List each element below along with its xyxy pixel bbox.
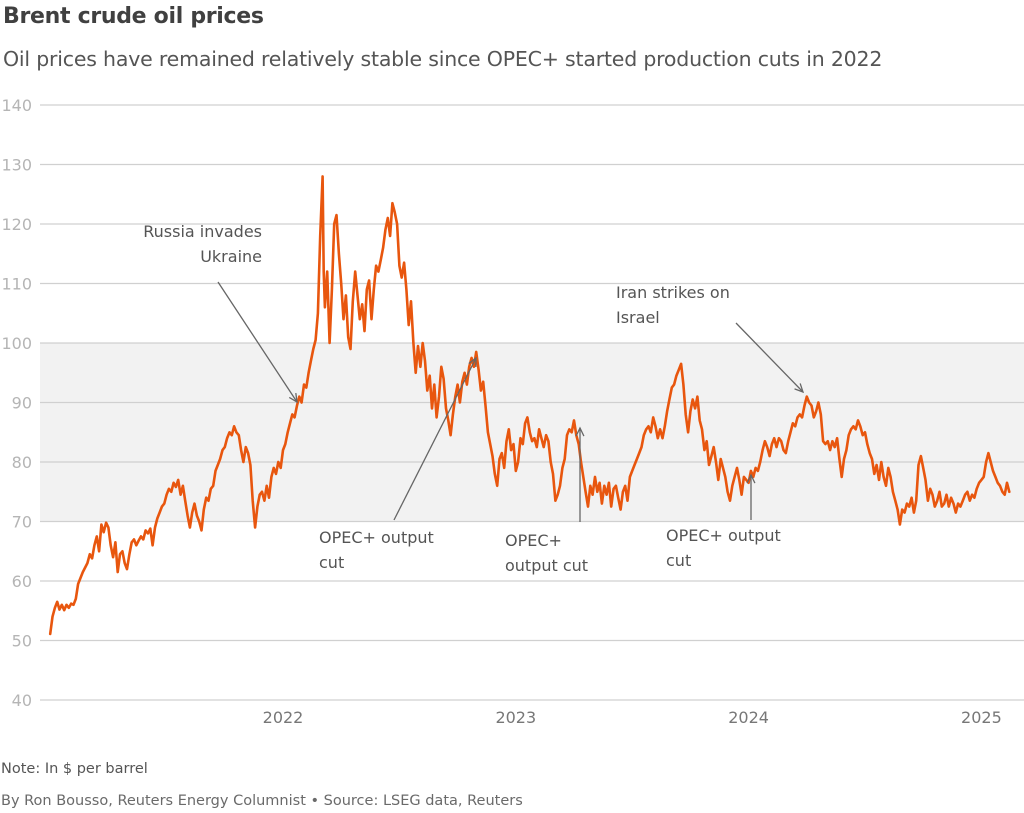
annotation-label-line: OPEC+ — [505, 531, 562, 550]
annotation-label: OPEC+ output cut — [505, 531, 588, 575]
annotation-label-line: Russia invades — [143, 222, 262, 241]
annotation-arrow-line — [393, 357, 477, 521]
y-tick-label: 70 — [12, 513, 32, 532]
annotation-label-line: Israel — [616, 308, 660, 327]
annotation-0: Russia invades Ukraine — [143, 222, 298, 404]
annotation-arrow-line — [735, 322, 804, 393]
y-tick-label: 110 — [1, 275, 32, 294]
annotation-label-line: OPEC+ output — [319, 528, 434, 547]
annotation-label-line: output cut — [505, 556, 588, 575]
y-tick-label: 120 — [1, 215, 32, 234]
y-tick-label: 130 — [1, 156, 32, 175]
annotation-label-line: Iran strikes on — [616, 283, 730, 302]
annotation-arrowhead — [746, 473, 756, 484]
y-tick-label: 100 — [1, 334, 32, 353]
footnote: Note: In $ per barrel — [1, 761, 148, 777]
chart-subtitle: Oil prices have remained relatively stab… — [3, 47, 883, 71]
y-tick-label: 50 — [12, 632, 32, 651]
annotation-label-line: cut — [319, 553, 344, 572]
annotation-label: OPEC+ output cut — [666, 526, 781, 570]
annotation-1: OPEC+ output cut — [319, 356, 477, 572]
annotation-2: OPEC+ output cut — [505, 426, 588, 575]
brent-price-line — [48, 175, 1011, 636]
annotation-arrowhead — [794, 383, 805, 394]
annotation-arrow-line — [217, 281, 298, 403]
shaded-range-band — [40, 343, 1024, 522]
source-credit: By Ron Bousso, Reuters Energy Columnist … — [1, 793, 523, 809]
annotation-3: OPEC+ output cut — [666, 473, 781, 570]
annotation-arrowhead — [575, 426, 585, 437]
y-tick-label: 60 — [12, 572, 32, 591]
x-tick-label: 2025 — [961, 708, 1002, 727]
annotation-label-line: Ukraine — [200, 247, 262, 266]
annotation-arrowhead — [288, 392, 298, 404]
y-tick-label: 140 — [1, 96, 32, 115]
y-tick-label: 40 — [12, 691, 32, 710]
x-tick-label: 2024 — [728, 708, 769, 727]
annotation-4: Iran strikes on Israel — [616, 283, 805, 394]
x-tick-label: 2022 — [263, 708, 304, 727]
annotation-label-line: OPEC+ output — [666, 526, 781, 545]
annotation-label: Russia invades Ukraine — [143, 222, 262, 266]
annotation-label: OPEC+ output cut — [319, 528, 434, 572]
annotation-label: Iran strikes on Israel — [616, 283, 730, 327]
x-tick-label: 2023 — [495, 708, 536, 727]
annotation-label-line: cut — [666, 551, 691, 570]
y-tick-label: 90 — [12, 394, 32, 413]
annotation-arrowhead — [468, 356, 477, 368]
y-tick-label: 80 — [12, 453, 32, 472]
chart-title: Brent crude oil prices — [3, 4, 264, 29]
line-chart: 40 50 60 70 80 90 100 110 120 130 140 2022 2023 2024… — [1, 96, 1024, 727]
